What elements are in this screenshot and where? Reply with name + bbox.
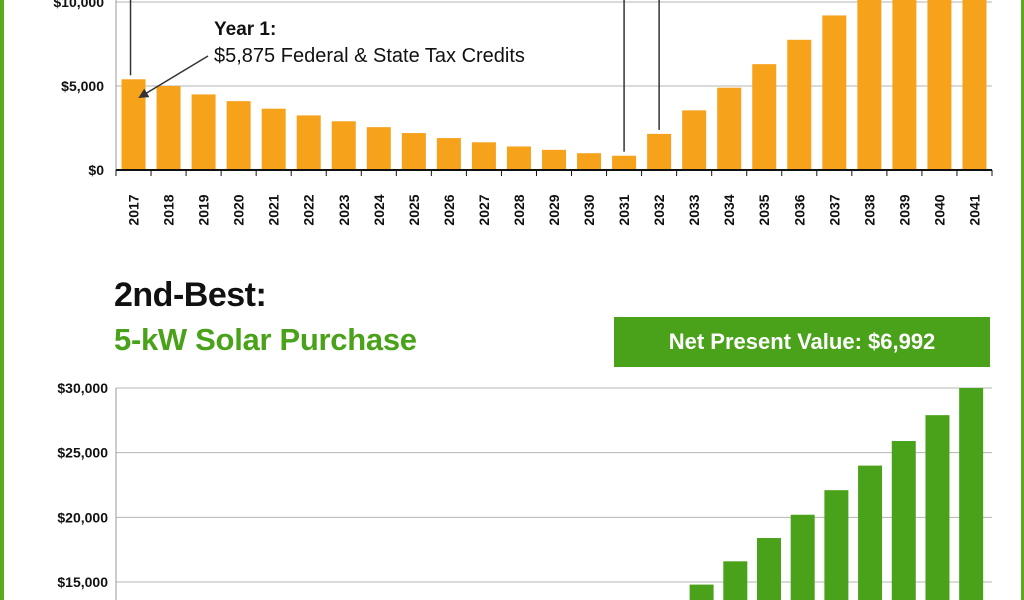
npv-badge: Net Present Value: $6,992 bbox=[614, 317, 990, 367]
top-x-tick-label: 2025 bbox=[406, 194, 422, 225]
top-y-tick-label: $0 bbox=[88, 162, 104, 178]
annotation-arrow bbox=[138, 55, 209, 99]
top-x-tick-label: 2037 bbox=[826, 194, 842, 225]
top-x-tick-label: 2026 bbox=[441, 194, 457, 225]
top-x-tick-label: 2034 bbox=[721, 194, 737, 225]
top-x-tick-label: 2021 bbox=[266, 194, 282, 225]
top-bar bbox=[366, 127, 391, 170]
top-bar bbox=[927, 0, 952, 170]
top-x-tick-label: 2017 bbox=[126, 194, 142, 225]
npv-label: Net Present Value: $6,992 bbox=[668, 329, 936, 354]
top-bar bbox=[226, 101, 251, 170]
top-bar bbox=[822, 15, 847, 170]
bottom-bar bbox=[689, 584, 714, 600]
frame-left-border bbox=[0, 0, 4, 600]
top-x-tick-label: 2032 bbox=[651, 194, 667, 225]
top-bar bbox=[121, 79, 146, 170]
top-x-tick-label: 2031 bbox=[616, 194, 632, 225]
top-bar bbox=[962, 0, 987, 170]
top-bar bbox=[892, 0, 917, 170]
top-x-tick-label: 2035 bbox=[756, 194, 772, 225]
top-bar bbox=[857, 0, 882, 170]
top-x-tick-label: 2040 bbox=[931, 194, 947, 225]
top-bar bbox=[647, 133, 672, 170]
top-x-tick-label: 2030 bbox=[581, 194, 597, 225]
frame-right-border bbox=[1021, 0, 1024, 600]
top-bar bbox=[296, 115, 321, 170]
top-bar bbox=[191, 94, 216, 170]
bottom-y-tick-label: $15,000 bbox=[57, 574, 108, 590]
top-y-tick-label: $5,000 bbox=[61, 78, 104, 94]
top-x-tick-label: 2033 bbox=[686, 194, 702, 225]
top-bar bbox=[471, 142, 496, 170]
top-x-tick-label: 2027 bbox=[476, 194, 492, 225]
top-bar bbox=[717, 87, 742, 170]
top-bar bbox=[436, 138, 461, 170]
top-bar bbox=[577, 153, 602, 170]
top-x-tick-label: 2041 bbox=[966, 194, 982, 225]
section-subhead: 5-kW Solar Purchase bbox=[114, 322, 417, 357]
top-x-tick-label: 2028 bbox=[511, 194, 527, 225]
top-x-tick-label: 2022 bbox=[301, 194, 317, 225]
top-x-tick-label: 2029 bbox=[546, 194, 562, 225]
top-x-tick-label: 2039 bbox=[896, 194, 912, 225]
bottom-bar bbox=[925, 415, 950, 600]
top-x-tick-label: 2020 bbox=[231, 194, 247, 225]
top-x-tick-label: 2019 bbox=[196, 194, 212, 225]
top-bar bbox=[401, 133, 426, 170]
bottom-y-tick-label: $20,000 bbox=[57, 509, 108, 525]
top-y-tick-label: $10,000 bbox=[53, 0, 104, 10]
top-x-tick-label: 2024 bbox=[371, 194, 387, 225]
annotation-title: Year 1: bbox=[214, 19, 277, 40]
bottom-bar bbox=[858, 465, 883, 600]
section-headline: 2nd-Best: bbox=[114, 276, 267, 314]
top-x-tick-label: 2018 bbox=[161, 194, 177, 225]
top-x-tick-label: 2038 bbox=[861, 194, 877, 225]
top-bar bbox=[261, 108, 286, 170]
annotation-text: $5,875 Federal & State Tax Credits bbox=[214, 45, 525, 67]
bottom-bar bbox=[757, 538, 781, 600]
top-x-tick-label: 2023 bbox=[336, 194, 352, 225]
top-bar bbox=[682, 110, 707, 170]
top-bar bbox=[156, 86, 181, 170]
bottom-bar bbox=[723, 561, 748, 600]
bottom-bar bbox=[891, 441, 916, 600]
top-bar bbox=[612, 155, 637, 170]
top-bar bbox=[542, 149, 566, 170]
bottom-bar bbox=[824, 490, 849, 600]
bottom-bar bbox=[790, 514, 815, 600]
bottom-y-tick-label: $30,000 bbox=[57, 380, 108, 396]
top-bar bbox=[506, 146, 531, 170]
top-bar bbox=[331, 121, 356, 170]
top-bar bbox=[752, 64, 777, 170]
bottom-bar bbox=[959, 388, 984, 600]
top-bar bbox=[787, 39, 812, 170]
bottom-y-tick-label: $25,000 bbox=[57, 445, 108, 461]
top-bar-chart: $0 $5,000 $10,000 2017 2018 2019 2020 2021 2022 2… bbox=[53, 0, 993, 226]
top-x-tick-label: 2036 bbox=[791, 194, 807, 225]
